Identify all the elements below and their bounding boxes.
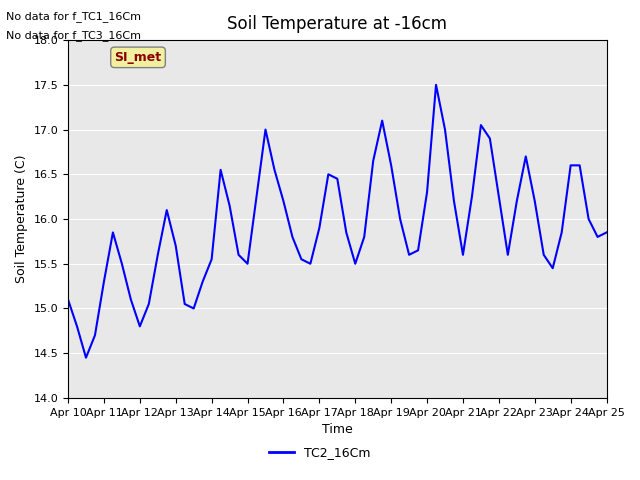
Title: Soil Temperature at -16cm: Soil Temperature at -16cm [227,15,447,33]
X-axis label: Time: Time [322,423,353,436]
Text: SI_met: SI_met [115,51,161,64]
Y-axis label: Soil Temperature (C): Soil Temperature (C) [15,155,28,283]
Text: No data for f_TC1_16Cm: No data for f_TC1_16Cm [6,11,141,22]
Text: No data for f_TC3_16Cm: No data for f_TC3_16Cm [6,30,141,41]
Legend: TC2_16Cm: TC2_16Cm [264,441,376,464]
